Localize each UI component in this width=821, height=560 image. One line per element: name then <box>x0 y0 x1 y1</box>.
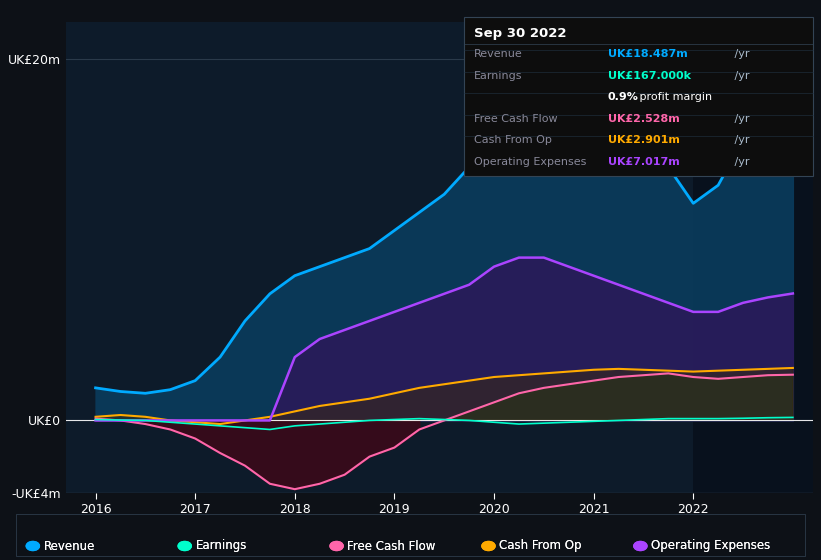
Text: /yr: /yr <box>731 135 750 145</box>
Text: /yr: /yr <box>731 157 750 167</box>
Text: Cash From Op: Cash From Op <box>474 135 552 145</box>
Text: Free Cash Flow: Free Cash Flow <box>474 114 557 124</box>
Text: Cash From Op: Cash From Op <box>499 539 581 553</box>
Text: profit margin: profit margin <box>636 92 713 102</box>
Text: Earnings: Earnings <box>195 539 247 553</box>
Text: Sep 30 2022: Sep 30 2022 <box>474 27 566 40</box>
Text: /yr: /yr <box>731 71 750 81</box>
Text: Operating Expenses: Operating Expenses <box>651 539 770 553</box>
Text: Operating Expenses: Operating Expenses <box>651 539 770 553</box>
Text: Earnings: Earnings <box>195 539 247 553</box>
Text: Revenue: Revenue <box>44 539 95 553</box>
Bar <box>693 22 818 493</box>
Text: Revenue: Revenue <box>474 49 522 59</box>
Text: /yr: /yr <box>731 49 750 59</box>
Text: 0.9%: 0.9% <box>608 92 639 102</box>
Text: Free Cash Flow: Free Cash Flow <box>347 539 436 553</box>
Text: Cash From Op: Cash From Op <box>499 539 581 553</box>
Text: Revenue: Revenue <box>44 539 95 553</box>
Text: UK£167.000k: UK£167.000k <box>608 71 690 81</box>
Text: Operating Expenses: Operating Expenses <box>474 157 586 167</box>
Text: Free Cash Flow: Free Cash Flow <box>347 539 436 553</box>
Text: UK£18.487m: UK£18.487m <box>608 49 687 59</box>
Text: UK£2.901m: UK£2.901m <box>608 135 680 145</box>
Text: /yr: /yr <box>731 114 750 124</box>
Text: UK£7.017m: UK£7.017m <box>608 157 679 167</box>
Text: UK£2.528m: UK£2.528m <box>608 114 679 124</box>
Text: Earnings: Earnings <box>474 71 522 81</box>
